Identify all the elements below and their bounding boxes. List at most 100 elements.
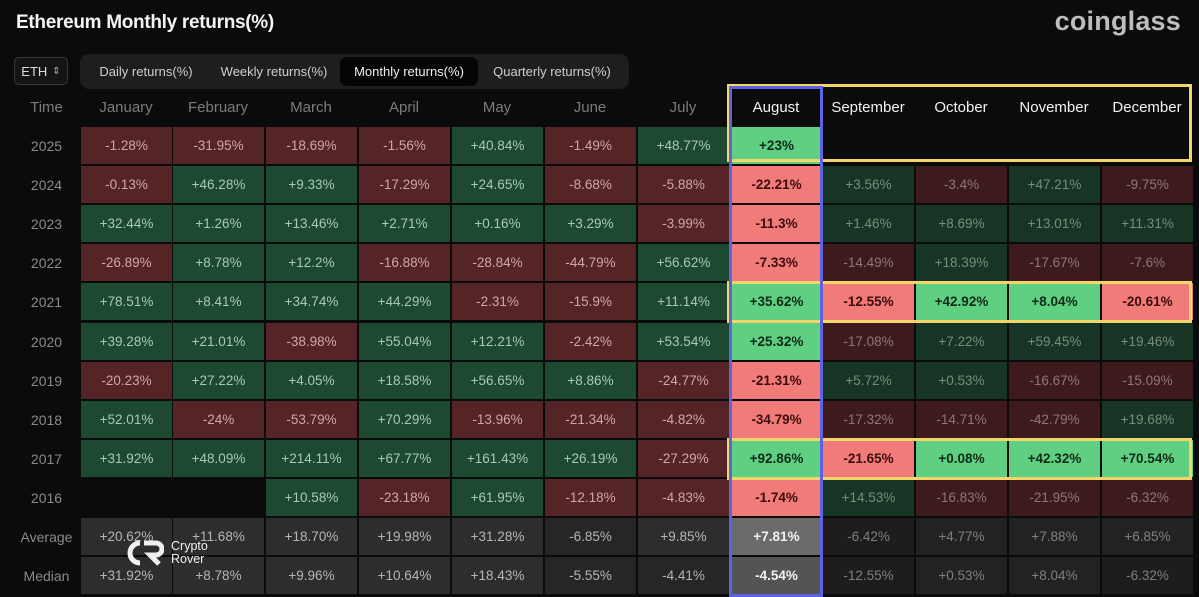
cell-2019-february: +27.22% xyxy=(173,361,264,399)
cell-2018-april: +70.29% xyxy=(359,400,450,438)
header-march: March xyxy=(290,99,332,116)
header-december: December xyxy=(1112,99,1182,116)
cell-2025-january: -1.28% xyxy=(81,127,172,164)
cell-2025-february: -31.95% xyxy=(173,127,264,164)
cell-2023-july: -3.99% xyxy=(638,205,729,243)
cell-2017-october: +0.08% xyxy=(916,439,1007,477)
cell-median-september: -12.55% xyxy=(823,557,914,595)
row-label-2021: 2021 xyxy=(30,294,63,311)
cell-2016-august: -1.74% xyxy=(731,478,822,516)
cell-median-march: +9.96% xyxy=(266,557,357,595)
cell-2020-august: +25.32% xyxy=(731,322,822,360)
cell-2017-november: +42.32% xyxy=(1009,439,1100,477)
chevron-updown-icon: ⇕ xyxy=(52,65,61,77)
cell-2020-november: +59.45% xyxy=(1009,322,1100,360)
row-label-2016: 2016 xyxy=(30,489,63,506)
cell-2017-april: +67.77% xyxy=(359,439,450,477)
row-label-2019: 2019 xyxy=(30,372,63,389)
header-april: April xyxy=(388,99,419,116)
cell-2019-july: -24.77% xyxy=(638,361,729,399)
cell-2016-april: -23.18% xyxy=(359,478,450,516)
cell-2024-march: +9.33% xyxy=(266,166,357,204)
cell-2017-july: -27.29% xyxy=(638,439,729,477)
watermark-line-1: Crypto xyxy=(171,539,208,553)
cell-2024-february: +46.28% xyxy=(173,166,264,204)
asset-select-value: ETH xyxy=(21,63,48,79)
cell-2022-november: -17.67% xyxy=(1009,244,1100,282)
cell-2021-june: -15.9% xyxy=(545,283,636,321)
cell-average-july: +9.85% xyxy=(638,518,729,555)
highlight-box-2017 xyxy=(727,437,1192,480)
cell-2022-august: -7.33% xyxy=(731,244,822,282)
row-label-2024: 2024 xyxy=(30,177,63,194)
cell-2016-october: -16.83% xyxy=(916,478,1007,516)
cell-2025-march: -18.69% xyxy=(266,127,357,164)
header-june: June xyxy=(573,99,607,116)
cell-2019-march: +4.05% xyxy=(266,361,357,399)
tab-monthly-returns[interactable]: Monthly returns(%) xyxy=(340,57,478,86)
cell-median-october: +0.53% xyxy=(916,557,1007,595)
cell-2025-june: -1.49% xyxy=(545,127,636,164)
cell-2018-june: -21.34% xyxy=(545,400,636,438)
cell-2019-april: +18.58% xyxy=(359,361,450,399)
tab-weekly-returns[interactable]: Weekly returns(%) xyxy=(220,64,328,79)
cell-average-september: -6.42% xyxy=(823,518,914,555)
cell-2017-september: -21.65% xyxy=(823,439,914,477)
cell-2016-november: -21.95% xyxy=(1009,478,1100,516)
header-may: May xyxy=(482,99,512,116)
crypto-rover-watermark: Crypto Rover xyxy=(124,538,208,568)
cell-2021-august: +35.62% xyxy=(731,283,822,321)
cell-2021-september: -12.55% xyxy=(823,283,914,321)
cell-2024-july: -5.88% xyxy=(638,166,729,204)
header-february: February xyxy=(187,99,249,116)
cell-2020-may: +12.21% xyxy=(452,322,543,360)
row-label-2025: 2025 xyxy=(30,138,63,154)
cell-2020-september: -17.08% xyxy=(823,322,914,360)
cell-2024-may: +24.65% xyxy=(452,166,543,204)
cell-2017-june: +26.19% xyxy=(545,439,636,477)
cell-2018-october: -14.71% xyxy=(916,400,1007,438)
cell-average-october: +4.77% xyxy=(916,518,1007,555)
cell-2024-april: -17.29% xyxy=(359,166,450,204)
cell-2017-august: +92.86% xyxy=(731,439,822,477)
tab-quarterly-returns[interactable]: Quarterly returns(%) xyxy=(493,64,611,79)
cell-median-august: -4.54% xyxy=(731,557,822,595)
cell-average-april: +19.98% xyxy=(359,518,450,555)
cell-2018-august: -34.79% xyxy=(731,400,822,438)
cell-2020-march: -38.98% xyxy=(266,322,357,360)
cell-2018-november: -42.79% xyxy=(1009,400,1100,438)
page-title: Ethereum Monthly returns(%) xyxy=(16,12,274,33)
cell-2023-may: +0.16% xyxy=(452,205,543,243)
cell-median-november: +8.04% xyxy=(1009,557,1100,595)
cell-median-july: -4.41% xyxy=(638,557,729,595)
cell-average-january: +20.62% xyxy=(81,518,172,555)
cell-2022-february: +8.78% xyxy=(173,244,264,282)
cell-2022-september: -14.49% xyxy=(823,244,914,282)
cell-2023-june: +3.29% xyxy=(545,205,636,243)
row-label-2020: 2020 xyxy=(30,333,63,350)
cell-2022-may: -28.84% xyxy=(452,244,543,282)
header-october: October xyxy=(934,99,988,116)
cell-2023-april: +2.71% xyxy=(359,205,450,243)
cell-2020-june: -2.42% xyxy=(545,322,636,360)
watermark-line-2: Rover xyxy=(171,552,205,566)
highlight-box-2021 xyxy=(727,281,1192,324)
cell-2024-october: -3.4% xyxy=(916,166,1007,204)
tab-daily-returns[interactable]: Daily returns(%) xyxy=(99,64,193,79)
crypto-rover-logo-icon xyxy=(127,540,164,566)
cell-2021-november: +8.04% xyxy=(1009,283,1100,321)
row-label-2022: 2022 xyxy=(30,255,63,272)
cell-2017-march: +214.11% xyxy=(266,439,357,477)
row-label-average: Average xyxy=(20,529,73,545)
cell-2025-july: +48.77% xyxy=(638,127,729,164)
cell-median-january: +31.92% xyxy=(81,557,172,595)
header-september: September xyxy=(831,99,905,116)
cell-2020-january: +39.28% xyxy=(81,322,172,360)
cell-2023-september: +1.46% xyxy=(823,205,914,243)
cell-2021-april: +44.29% xyxy=(359,283,450,321)
header-time: Time xyxy=(30,99,63,116)
cell-2022-april: -16.88% xyxy=(359,244,450,282)
cell-2016-june: -12.18% xyxy=(545,478,636,516)
highlight-box-august xyxy=(729,86,823,597)
asset-select[interactable]: ETH ⇕ xyxy=(14,57,68,85)
